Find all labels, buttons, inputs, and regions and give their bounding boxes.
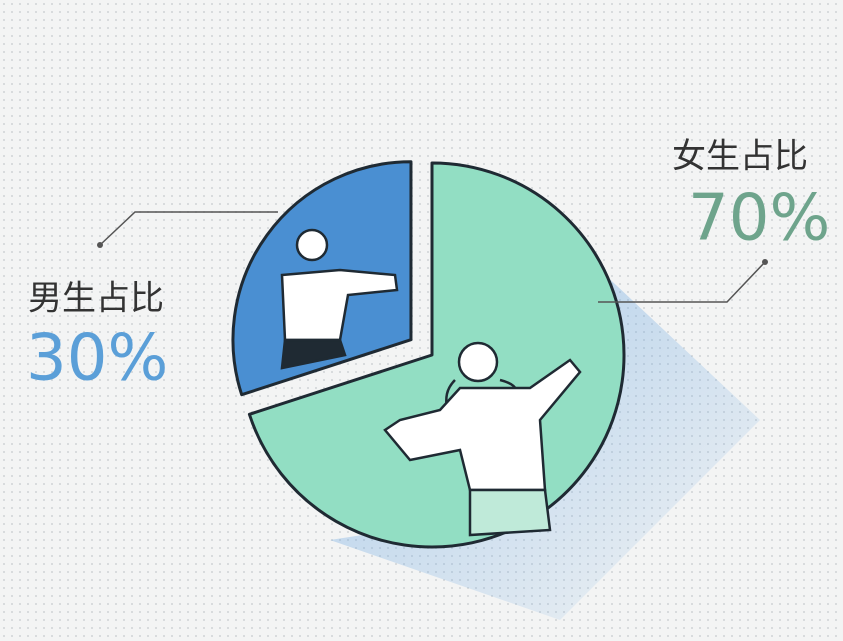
value-label: 70%: [688, 182, 830, 256]
leader-line: [99, 211, 278, 246]
leader-line: [598, 261, 766, 303]
leader-dot: [762, 259, 768, 265]
illustration: [280, 228, 582, 537]
leader-dot: [97, 242, 103, 248]
category-label: 女生占比: [672, 137, 808, 177]
value-label: 30%: [26, 322, 168, 396]
category-label: 男生占比: [28, 279, 164, 319]
